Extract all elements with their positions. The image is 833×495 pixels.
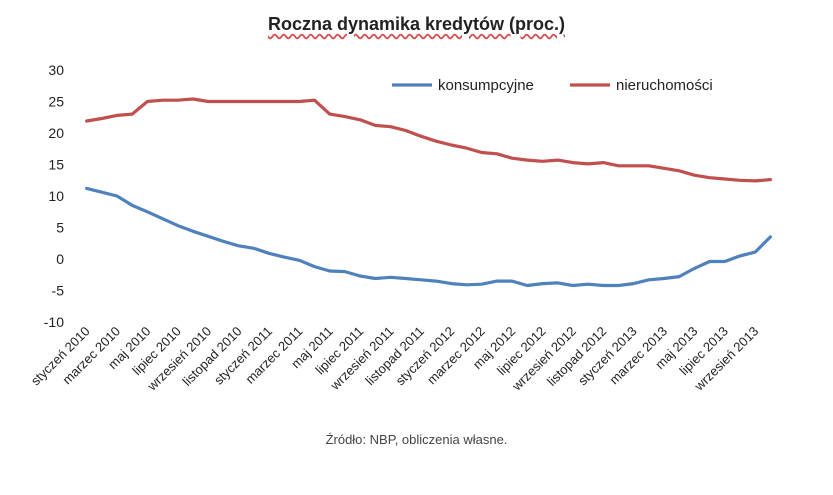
legend-label: konsumpcyjne: [438, 77, 534, 94]
y-tick-label: 30: [48, 62, 64, 78]
series-line-nieruchomości: [84, 97, 773, 183]
source-note: Źródło: NBP, obliczenia własne.: [325, 432, 508, 447]
y-tick-label: 15: [48, 157, 64, 173]
chart-title: Roczna dynamika kredytów (proc.): [267, 14, 566, 34]
legend: konsumpcyjne nieruchomości: [392, 77, 713, 94]
y-tick-label: 25: [48, 94, 64, 110]
series-lines: [84, 97, 773, 288]
legend-label: nieruchomości: [616, 77, 713, 94]
y-tick-label: 10: [48, 188, 64, 204]
y-tick-label: -5: [52, 283, 65, 299]
y-tick-label: -10: [44, 314, 64, 330]
y-tick-label: 0: [56, 251, 64, 267]
y-axis: 30 25 20 15 10 5 0 -5 -10: [44, 62, 64, 330]
y-tick-label: 20: [48, 125, 64, 141]
y-tick-label: 5: [56, 220, 64, 236]
series-line-konsumpcyjne: [84, 186, 773, 288]
